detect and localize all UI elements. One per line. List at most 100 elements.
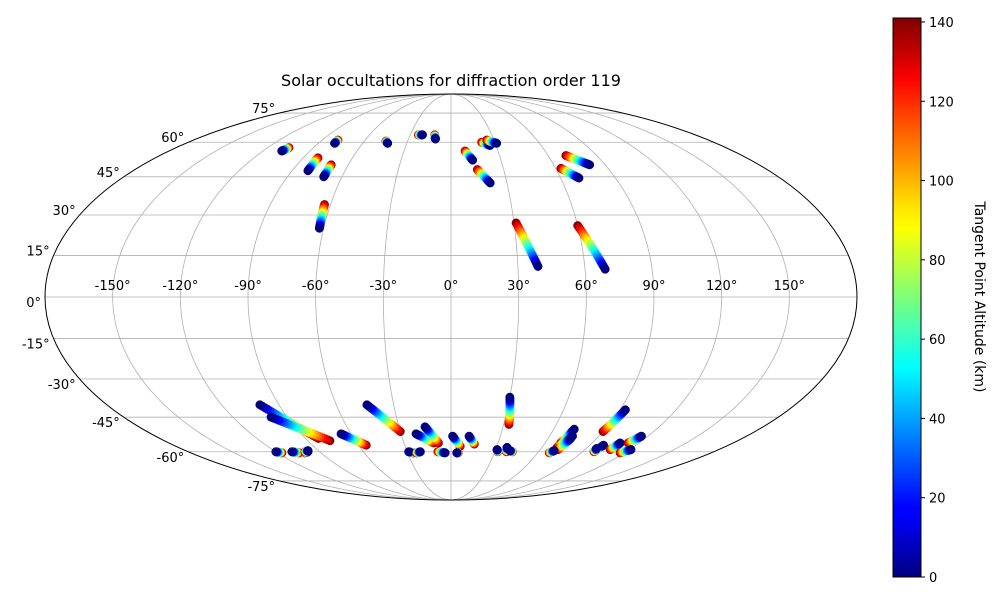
data-point bbox=[533, 262, 543, 271]
lon-tick-label: 60° bbox=[575, 279, 598, 294]
occultation-track bbox=[381, 136, 393, 148]
occultation-track bbox=[314, 200, 329, 233]
data-point bbox=[336, 429, 346, 439]
occultation-track bbox=[287, 447, 304, 458]
occultation-track bbox=[505, 446, 517, 457]
map-boundary bbox=[44, 93, 858, 501]
occultation-track bbox=[605, 438, 625, 455]
lon-tick-label: -30° bbox=[369, 279, 397, 294]
data-point bbox=[505, 392, 515, 402]
colorbar-ticks: 0 20 40 60 80 100 120 140 bbox=[921, 16, 954, 586]
occultation-track bbox=[464, 431, 479, 449]
lat-tick-label: 30° bbox=[53, 204, 76, 219]
data-point bbox=[637, 431, 646, 441]
data-point bbox=[600, 264, 610, 274]
lon-tick-label: 90° bbox=[642, 279, 665, 294]
data-point bbox=[330, 138, 340, 148]
occultation-track bbox=[413, 130, 427, 140]
occultation-track bbox=[589, 444, 602, 457]
occultation-track bbox=[615, 445, 636, 458]
occultation-track bbox=[511, 218, 543, 271]
data-point bbox=[266, 412, 276, 422]
data-point bbox=[420, 422, 430, 432]
lon-gridline bbox=[450, 94, 790, 500]
lon-tick-label: 150° bbox=[774, 279, 805, 294]
data-point bbox=[440, 448, 450, 458]
data-point bbox=[287, 447, 297, 457]
lon-tick-label: -60° bbox=[302, 279, 330, 294]
occultation-track bbox=[336, 429, 371, 450]
colorbar-tick-label: 100 bbox=[929, 175, 954, 190]
colorbar-label: Tangent Point Altitude (km) bbox=[971, 200, 987, 392]
occultation-track bbox=[623, 431, 646, 448]
occultation-track bbox=[411, 447, 425, 458]
colorbar-tick-label: 40 bbox=[929, 412, 946, 427]
lat-tick-label: 60° bbox=[161, 131, 184, 146]
data-point bbox=[271, 447, 281, 457]
occultation-track bbox=[561, 151, 595, 170]
lon-tick-label: -120° bbox=[162, 279, 198, 294]
lat-tick-label: 75° bbox=[252, 102, 275, 117]
lat-tick-label: 45° bbox=[97, 166, 120, 181]
occultation-track bbox=[303, 153, 323, 176]
data-point bbox=[492, 138, 502, 148]
lat-tick-label: -15° bbox=[22, 338, 50, 353]
data-point bbox=[505, 446, 515, 456]
lat-tick-label: -45° bbox=[92, 416, 120, 431]
occultation-track bbox=[504, 392, 515, 429]
colorbar-tick-label: 60 bbox=[929, 333, 946, 348]
data-point bbox=[452, 448, 462, 458]
data-point bbox=[404, 447, 414, 457]
occultation-track bbox=[430, 130, 440, 144]
occultation-track bbox=[433, 447, 450, 458]
lon-tick-label: -90° bbox=[234, 279, 262, 294]
data-point bbox=[464, 431, 474, 441]
occultation-track bbox=[300, 446, 313, 457]
occultation-track bbox=[553, 434, 576, 455]
data-point bbox=[277, 146, 287, 156]
lon-gridline bbox=[112, 94, 452, 500]
lon-gridline bbox=[247, 94, 452, 500]
occultation-track bbox=[492, 445, 503, 457]
occultation-track bbox=[573, 221, 610, 274]
lon-tick-label: 120° bbox=[706, 279, 737, 294]
lat-tick-label: -75° bbox=[247, 480, 275, 495]
occultation-track bbox=[598, 405, 630, 436]
lat-tick-label: 0° bbox=[26, 296, 41, 311]
data-point bbox=[585, 160, 595, 170]
occultation-track bbox=[544, 446, 559, 458]
data-point bbox=[549, 446, 559, 456]
occultation-track bbox=[460, 146, 478, 165]
occultation-track bbox=[266, 412, 335, 446]
data-point bbox=[566, 434, 576, 443]
occultation-track bbox=[482, 135, 502, 148]
data-point bbox=[314, 223, 324, 233]
data-point bbox=[255, 400, 265, 410]
data-point bbox=[303, 166, 313, 176]
tick-labels: -150° -120° -90° -60° -30° 0° 30° 60° 90° 120° 150… bbox=[22, 102, 805, 495]
data-point bbox=[430, 134, 440, 144]
lat-tick-label: -60° bbox=[157, 451, 185, 466]
data-point bbox=[411, 429, 421, 439]
data-point bbox=[468, 155, 478, 165]
occultation-track bbox=[362, 400, 405, 436]
colorbar-gradient bbox=[892, 17, 922, 578]
lon-tick-label: -150° bbox=[95, 279, 131, 294]
occultation-track bbox=[411, 429, 439, 448]
lon-tick-label: 0° bbox=[444, 279, 459, 294]
occultation-track bbox=[472, 165, 495, 188]
data-point bbox=[485, 178, 495, 188]
colorbar-tick-label: 0 bbox=[929, 571, 937, 586]
data-point bbox=[415, 447, 425, 457]
graticule bbox=[45, 94, 857, 500]
lon-gridline bbox=[450, 94, 655, 500]
data-point bbox=[303, 446, 313, 456]
occultation-track bbox=[271, 447, 287, 458]
occultation-track bbox=[452, 448, 463, 458]
chart-title: Solar occultations for diffraction order… bbox=[281, 71, 621, 90]
colorbar-tick-label: 20 bbox=[929, 492, 946, 507]
occultation-track bbox=[330, 135, 343, 148]
data-point bbox=[626, 445, 636, 455]
data-point bbox=[448, 431, 458, 441]
